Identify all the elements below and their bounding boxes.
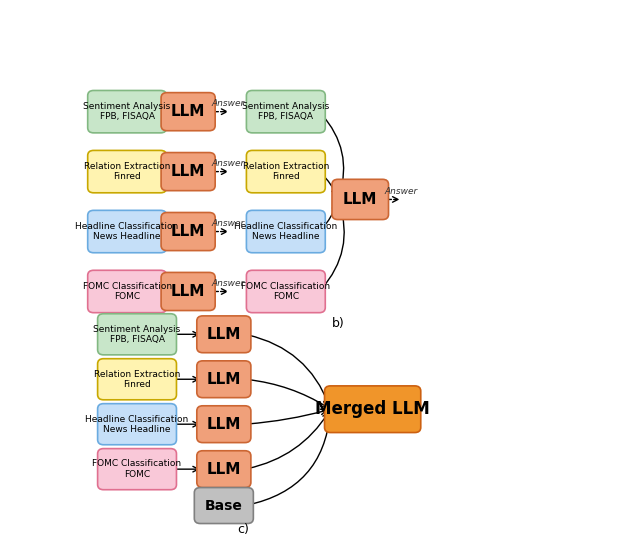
Text: LLM: LLM: [171, 104, 205, 119]
Text: Sentiment Analysis
FPB, FISAQA: Sentiment Analysis FPB, FISAQA: [242, 102, 330, 121]
Text: FOMC Classification
FOMC: FOMC Classification FOMC: [83, 282, 172, 301]
FancyBboxPatch shape: [246, 270, 325, 312]
FancyBboxPatch shape: [197, 406, 251, 443]
Text: FOMC Classification
FOMC: FOMC Classification FOMC: [92, 459, 182, 479]
Text: Relation Extraction
Finred: Relation Extraction Finred: [243, 162, 329, 181]
FancyBboxPatch shape: [98, 449, 177, 490]
Text: LLM: LLM: [207, 461, 241, 476]
FancyBboxPatch shape: [197, 361, 251, 398]
Text: Base: Base: [205, 499, 243, 513]
Text: LLM: LLM: [207, 372, 241, 387]
Text: Answer: Answer: [211, 100, 244, 108]
Text: LLM: LLM: [171, 284, 205, 299]
Text: LLM: LLM: [343, 192, 378, 207]
FancyBboxPatch shape: [161, 152, 215, 191]
Text: LLM: LLM: [207, 327, 241, 342]
Text: Headline Classification
News Headline: Headline Classification News Headline: [85, 415, 189, 434]
Text: Answer: Answer: [211, 279, 244, 288]
Text: Answer: Answer: [211, 159, 244, 168]
Text: Answer: Answer: [211, 219, 244, 228]
Text: LLM: LLM: [207, 416, 241, 431]
FancyBboxPatch shape: [246, 210, 325, 253]
Text: Headline Classification
News Headline: Headline Classification News Headline: [234, 222, 337, 241]
Text: LLM: LLM: [171, 164, 205, 179]
FancyBboxPatch shape: [88, 270, 166, 312]
FancyBboxPatch shape: [88, 91, 166, 133]
Text: c): c): [237, 523, 250, 535]
FancyBboxPatch shape: [88, 151, 166, 193]
FancyBboxPatch shape: [98, 314, 177, 355]
FancyBboxPatch shape: [197, 451, 251, 488]
Text: Answer: Answer: [385, 187, 418, 196]
Text: FOMC Classification
FOMC: FOMC Classification FOMC: [241, 282, 330, 301]
Text: Sentiment Analysis
FPB, FISAQA: Sentiment Analysis FPB, FISAQA: [83, 102, 171, 121]
FancyBboxPatch shape: [246, 91, 325, 133]
FancyBboxPatch shape: [197, 316, 251, 353]
Text: Relation Extraction
Finred: Relation Extraction Finred: [94, 370, 180, 389]
FancyBboxPatch shape: [195, 488, 253, 524]
Text: Sentiment Analysis
FPB, FISAQA: Sentiment Analysis FPB, FISAQA: [93, 325, 180, 344]
FancyBboxPatch shape: [161, 272, 215, 311]
FancyBboxPatch shape: [88, 210, 166, 253]
FancyBboxPatch shape: [98, 359, 177, 400]
Text: Merged LLM: Merged LLM: [316, 400, 430, 418]
FancyBboxPatch shape: [324, 386, 420, 433]
Text: Relation Extraction
Finred: Relation Extraction Finred: [84, 162, 170, 181]
FancyBboxPatch shape: [98, 404, 177, 445]
Text: Headline Classification
News Headline: Headline Classification News Headline: [76, 222, 179, 241]
Text: LLM: LLM: [171, 224, 205, 239]
Text: b): b): [332, 317, 344, 330]
FancyBboxPatch shape: [161, 93, 215, 131]
FancyBboxPatch shape: [246, 151, 325, 193]
Text: a): a): [158, 317, 171, 330]
FancyBboxPatch shape: [332, 180, 388, 220]
FancyBboxPatch shape: [161, 212, 215, 251]
